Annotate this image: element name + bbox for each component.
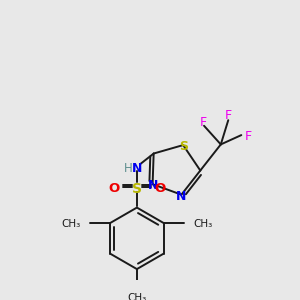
Text: N: N bbox=[176, 190, 187, 203]
Text: CH₃: CH₃ bbox=[61, 219, 80, 229]
Text: F: F bbox=[244, 130, 251, 143]
Text: CH₃: CH₃ bbox=[193, 219, 213, 229]
Text: N: N bbox=[132, 162, 142, 175]
Text: F: F bbox=[200, 116, 207, 129]
Text: F: F bbox=[225, 109, 232, 122]
Text: N: N bbox=[147, 179, 158, 192]
Text: O: O bbox=[108, 182, 119, 195]
Text: CH₃: CH₃ bbox=[127, 293, 146, 300]
Text: S: S bbox=[179, 140, 188, 153]
Text: S: S bbox=[132, 182, 142, 196]
Text: H: H bbox=[124, 162, 133, 175]
Text: O: O bbox=[154, 182, 166, 195]
